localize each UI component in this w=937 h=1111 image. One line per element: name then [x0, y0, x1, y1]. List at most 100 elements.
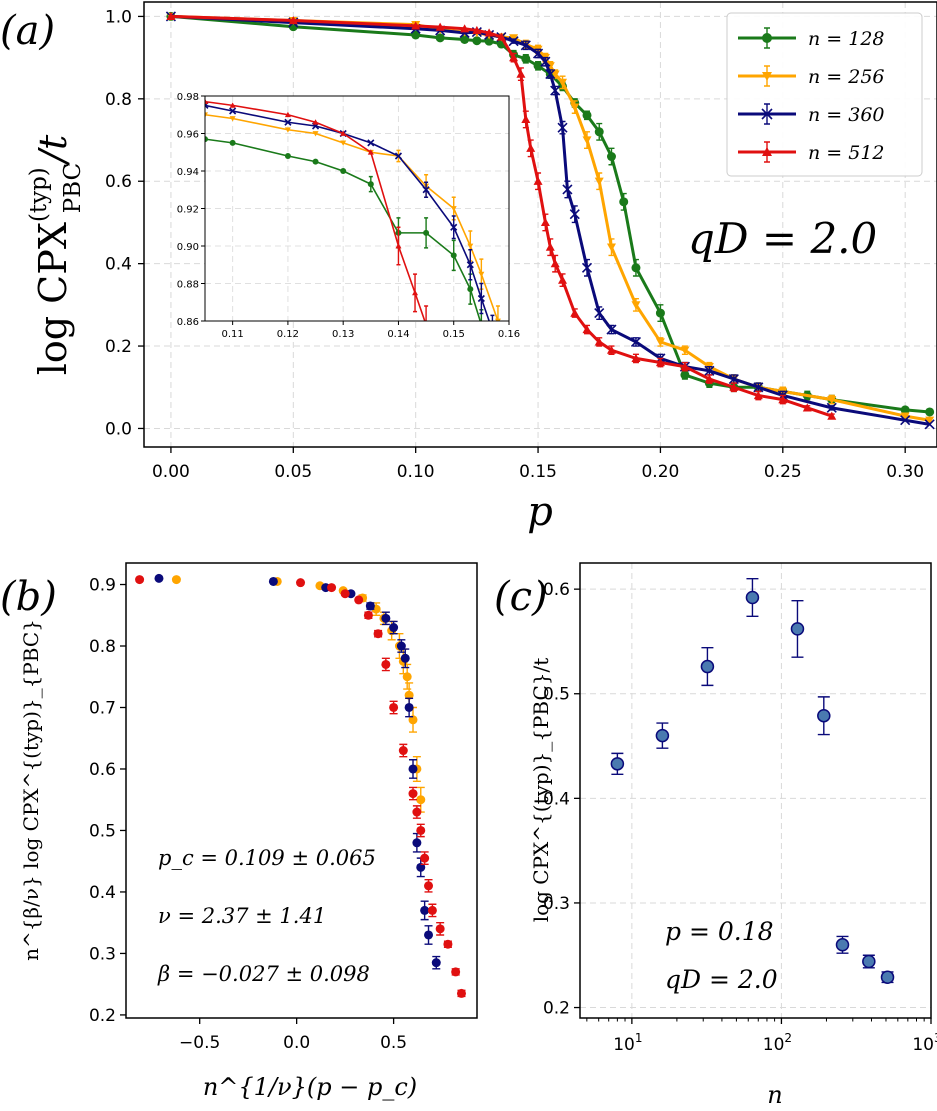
data-point: [655, 728, 670, 743]
data-point: [460, 34, 470, 44]
data-point: [594, 127, 604, 137]
ylabel-tail: /t: [31, 134, 75, 167]
data-point: [135, 575, 145, 585]
data-point: [411, 21, 421, 30]
data-point: [802, 403, 812, 412]
panel-b-series-0: [171, 575, 426, 813]
data-point: [581, 262, 593, 273]
ylabel-sup: (typ): [26, 167, 52, 222]
panel-b-ticks: −0.5 0.0 0.5 0.2 0.3 0.4 0.5 0.6 0.7 0.8 0.9: [89, 576, 407, 1053]
inset-data-point: [367, 149, 374, 155]
panel-c-xtick-label: 102: [763, 1031, 792, 1055]
data-point: [619, 197, 629, 207]
inset-data-point: [229, 139, 236, 146]
panel-c-xlabel: n: [767, 1081, 782, 1109]
legend-item: n = 128: [738, 27, 885, 50]
inset-series-line: [205, 104, 491, 321]
panel-a-ytick-label: 1.0: [105, 7, 132, 27]
panel-a-frame: [143, 1, 937, 448]
inset-data-point: [467, 243, 474, 249]
panel-b-ytick-label: 0.6: [89, 760, 116, 780]
panel-a-ticks: 0.00 0.05 0.10 0.15 0.20 0.25 0.30 0.0 0.2 0.4 0.6…: [105, 7, 924, 482]
inset-data-point: [394, 152, 403, 160]
data-point: [606, 345, 616, 354]
data-point: [835, 938, 850, 952]
data-point: [424, 930, 434, 940]
panel-b-ytick-label: 0.3: [89, 944, 116, 964]
inset-xtick-label: 0.12: [277, 329, 299, 340]
inset-error-bar: [490, 314, 495, 321]
data-point: [373, 629, 383, 639]
panel-c-ytick-label: 0.6: [543, 580, 570, 600]
panel-b-ytick-label: 0.4: [89, 883, 116, 903]
data-point: [484, 36, 494, 46]
data-point: [533, 176, 543, 185]
panel-a-series-3: [166, 11, 837, 420]
panel-c-ticks: 101 102 103 0.2 0.3 0.4 0.5 0.6: [543, 580, 937, 1055]
panel-c-frame: [579, 562, 932, 1019]
data-point: [416, 795, 426, 805]
legend-marker: [762, 147, 772, 156]
legend-label: n = 256: [808, 66, 885, 88]
inset-data-point: [229, 102, 236, 108]
data-point: [630, 336, 642, 347]
inset-series-3: [205, 98, 429, 321]
inset-data-point: [412, 289, 419, 296]
inset-error-bar: [424, 305, 429, 321]
data-point: [827, 396, 837, 405]
inset-data-point: [205, 98, 208, 105]
inset-ytick-label: 0.88: [177, 280, 199, 291]
data-point: [582, 136, 592, 145]
legend-item: n = 360: [738, 103, 885, 126]
legend-item: n = 256: [738, 65, 885, 88]
data-point: [540, 56, 551, 67]
data-point: [925, 416, 935, 425]
data-point: [925, 407, 935, 417]
panel-b-ytick-label: 0.5: [89, 821, 116, 841]
panel-b-ytick-label: 0.7: [89, 698, 116, 718]
panel-label-c: (c): [494, 574, 548, 620]
legend-box: [726, 12, 923, 177]
inset-data-point: [205, 136, 208, 143]
data-point: [778, 395, 788, 404]
inset-xtick-label: 0.11: [222, 329, 244, 340]
data-point: [340, 589, 350, 599]
panel-a-ytick-label: 0.2: [105, 337, 132, 357]
panel-c-xtick-label: 101: [613, 1031, 642, 1055]
inset-series-line: [205, 113, 499, 321]
data-point: [680, 346, 690, 355]
data-point: [424, 881, 434, 891]
data-point: [700, 659, 715, 674]
data-point: [900, 405, 910, 415]
data-point: [570, 103, 580, 112]
panel-a-xtick-label: 0.00: [152, 462, 190, 482]
inset-data-point: [340, 168, 347, 174]
panel-c-annotation-p: p = 0.18: [665, 917, 774, 946]
fit-parameter-text: ν = 2.37 ± 1.41: [158, 904, 326, 928]
data-point: [728, 373, 739, 385]
inset-data-point: [284, 127, 291, 133]
inset-data-point: [284, 153, 291, 159]
data-point: [268, 576, 278, 586]
inset-error-bar: [495, 305, 500, 321]
panel-c: 101 102 103 0.2 0.3 0.4 0.5 0.6 p = 0.18 qD = 2…: [494, 562, 937, 1109]
legend-marker: [761, 108, 773, 120]
data-point: [631, 353, 641, 363]
panel-b: −0.5 0.0 0.5 0.2 0.3 0.4 0.5 0.6 0.7 0.8 0.9 p_c =…: [0, 562, 478, 1101]
panel-a: 0.00 0.05 0.10 0.15 0.20 0.25 0.30 0.0 0.2 0.4 0.6…: [0, 1, 937, 535]
data-point: [400, 653, 410, 663]
data-point: [443, 939, 453, 949]
data-point: [472, 25, 482, 35]
inset-data-point: [395, 243, 402, 249]
data-point: [420, 905, 430, 915]
panel-a-series: [165, 11, 935, 430]
data-point: [460, 24, 470, 33]
data-point: [826, 402, 837, 413]
panel-a-annotation: qD = 2.0: [688, 214, 877, 263]
panel-b-series-1: [154, 573, 441, 970]
data-point: [827, 411, 837, 420]
inset-data-point: [229, 116, 236, 122]
data-point: [569, 209, 580, 220]
data-point: [606, 152, 616, 162]
inset-data-point: [312, 131, 319, 137]
